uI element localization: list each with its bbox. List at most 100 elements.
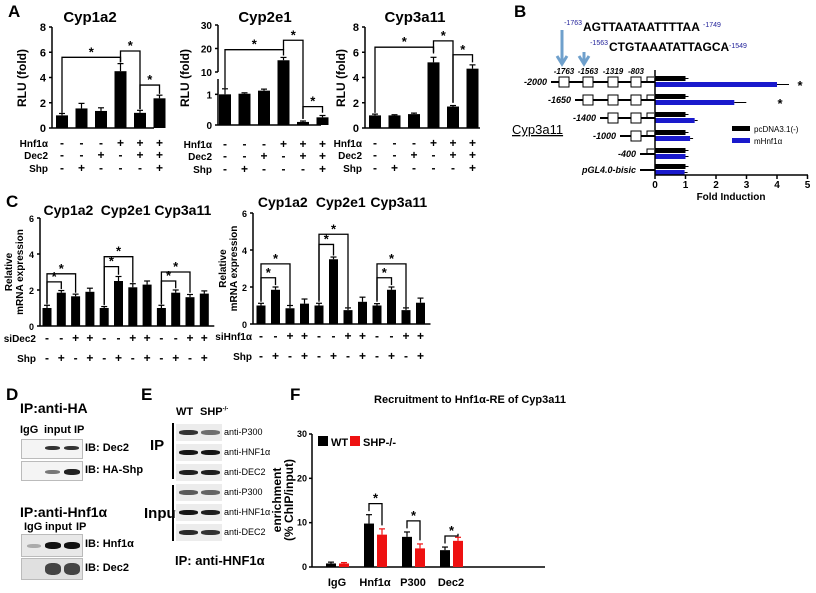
row-label: siHnf1α <box>215 332 253 343</box>
tss-arrow-icon <box>646 148 654 154</box>
significance-star: * <box>777 96 783 111</box>
bar <box>388 115 401 128</box>
e-antibody-label: anti-P300 <box>224 487 263 497</box>
seq1-sequence: AGTTAATAATTTTAA <box>583 20 700 34</box>
bar <box>171 292 181 326</box>
response-element-box <box>607 112 619 124</box>
sign-minus: - <box>159 351 163 365</box>
category-title: Cyp1a2 <box>44 202 94 218</box>
d-ib-hnf1a: IB: Hnf1α <box>85 538 134 550</box>
d-ib-dec2-2: IB: Dec2 <box>85 562 130 574</box>
sign-minus: - <box>262 137 266 151</box>
construct-label: -400 <box>618 149 636 159</box>
bar-mhnf1a <box>655 170 685 175</box>
y-tick-label: 0 <box>29 322 34 332</box>
bar <box>114 281 123 326</box>
sign-plus: + <box>402 329 409 343</box>
y-axis-label: mRNA expression <box>15 229 26 315</box>
construct-label: -2000 <box>524 77 547 87</box>
bar-mhnf1a <box>655 154 686 159</box>
sign-minus: - <box>317 329 321 343</box>
sign-minus: - <box>393 148 397 162</box>
sign-plus: + <box>430 136 437 150</box>
sign-minus: - <box>60 161 64 175</box>
x-tick-label: 0 <box>652 180 658 191</box>
x-tick-label: Dec2 <box>438 577 464 589</box>
response-element-box <box>607 94 619 106</box>
significance-bracket <box>139 84 161 110</box>
bar <box>42 308 52 326</box>
bar <box>297 121 309 125</box>
y-axis-label: (% ChIP/input) <box>282 459 296 541</box>
sign-minus: - <box>119 148 123 162</box>
sign-plus: + <box>319 162 326 176</box>
sign-plus: + <box>280 137 287 151</box>
sign-plus: + <box>201 331 208 345</box>
panel-label-f: F <box>290 385 301 404</box>
significance-star: * <box>310 94 316 109</box>
sign-minus: - <box>243 137 247 151</box>
sign-plus: + <box>344 329 351 343</box>
sign-plus: + <box>417 349 424 363</box>
d-lane-ip: IP <box>74 424 85 436</box>
bar-pcdna <box>655 148 686 153</box>
y-tick-label: 8 <box>353 22 359 34</box>
sign-minus: - <box>375 329 379 343</box>
gene-label: Cyp3a11 <box>512 122 563 137</box>
y-tick-label: 6 <box>29 214 34 224</box>
significance-bracket <box>119 50 141 110</box>
seq1-start: -1763 <box>564 20 582 27</box>
x-tick-label: 3 <box>744 180 750 191</box>
sign-plus: + <box>286 329 293 343</box>
bar <box>387 289 396 324</box>
bar <box>316 117 329 125</box>
y-tick-label: 0 <box>353 123 359 135</box>
row-label: Shp <box>233 352 252 363</box>
sign-minus: - <box>412 161 416 175</box>
bar <box>56 292 66 326</box>
y-tick-label: 30 <box>201 21 213 32</box>
bar-pcdna <box>655 112 686 117</box>
significance-bracket <box>452 54 474 103</box>
e-input-label: Input <box>144 505 181 522</box>
sign-minus: - <box>259 349 263 363</box>
tss-arrow-icon <box>646 76 654 82</box>
sign-plus: + <box>319 137 326 151</box>
panel-label-d: D <box>6 385 19 404</box>
e-antibody-label: anti-DEC2 <box>224 467 266 477</box>
sign-minus: - <box>188 351 192 365</box>
sign-minus: - <box>432 148 436 162</box>
response-element-box <box>582 94 594 106</box>
bar-pcdna <box>655 94 686 99</box>
response-element-box <box>630 112 642 124</box>
y-tick-label: 4 <box>29 250 34 260</box>
e-ip-bracket <box>172 423 174 479</box>
chart-title: Recruitment to Hnf1α-RE of Cyp3a11 <box>374 394 566 406</box>
row-label: Dec2 <box>338 151 362 162</box>
x-tick-label: 2 <box>713 180 719 191</box>
y-tick-label: 6 <box>40 47 46 59</box>
y-axis-label: mRNA expression <box>229 226 240 312</box>
legend-swatch <box>732 126 750 131</box>
bar <box>185 297 195 326</box>
x-axis-label: Fold Induction <box>697 192 766 203</box>
sign-plus: + <box>156 161 163 175</box>
chart-title: Cyp3a11 <box>385 9 446 26</box>
construct-label: -1400 <box>573 113 596 123</box>
sign-plus: + <box>144 351 151 365</box>
bar <box>153 98 166 128</box>
bar-wt <box>402 536 412 567</box>
bar <box>408 114 420 128</box>
sign-minus: - <box>99 136 103 150</box>
sign-plus: + <box>115 351 122 365</box>
bar <box>56 115 68 128</box>
sign-plus: + <box>449 148 456 162</box>
sign-plus: + <box>388 349 395 363</box>
bar-wt <box>364 523 374 567</box>
d-lane-igg-2: IgG <box>24 521 43 533</box>
sign-minus: - <box>159 331 163 345</box>
sign-plus: + <box>319 149 326 163</box>
significance-bracket <box>61 56 122 113</box>
row-label: siDec2 <box>4 334 37 345</box>
